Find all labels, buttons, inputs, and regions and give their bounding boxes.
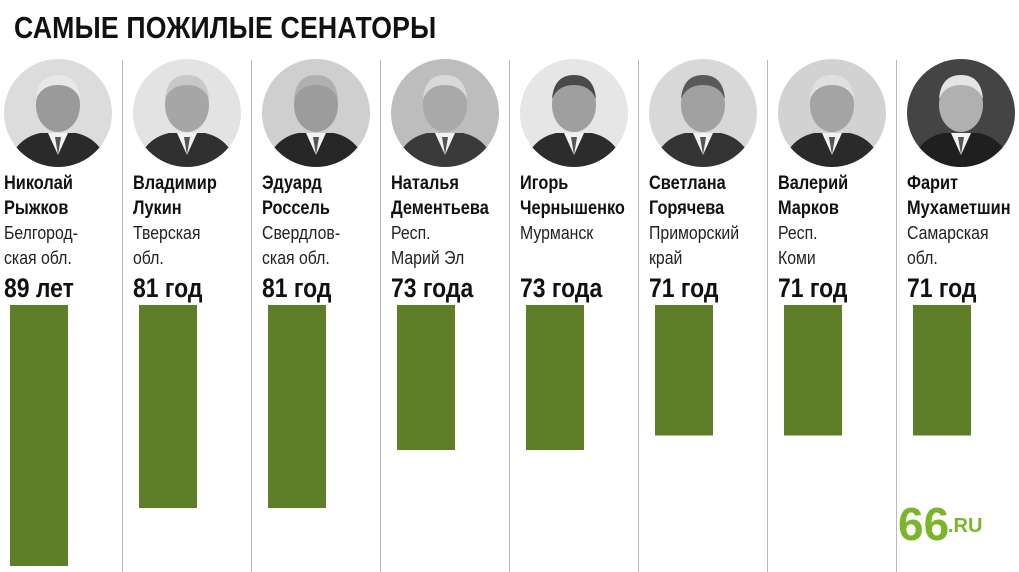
senator-last-name: Горячева xyxy=(649,198,725,219)
senator-column: Владимир Лукин Тверская обл. 81 год xyxy=(129,0,258,572)
age-data-label: 81 год xyxy=(133,273,203,303)
bar-8 xyxy=(913,305,971,436)
bar-2 xyxy=(139,305,197,508)
age-data-label: 73 года xyxy=(520,273,603,303)
chart-title: САМЫЕ ПОЖИЛЫЕ СЕНАТОРЫ xyxy=(14,10,437,45)
senator-first-name: Наталья xyxy=(391,173,459,194)
bar-6 xyxy=(655,305,713,436)
senator-region-line: ская обл. xyxy=(4,248,72,268)
senator-column: Светлана Горячева Приморский край 71 год xyxy=(645,0,774,572)
senator-region-line: Приморский xyxy=(649,223,740,243)
senator-region: Самарская обл. xyxy=(907,221,989,271)
age-data-label: 73 года xyxy=(391,273,474,303)
logo-66ru: 66 .RU xyxy=(898,498,982,550)
senator-name: Эдуард Россель xyxy=(262,171,330,221)
senator-region-line: Белгород- xyxy=(4,223,78,243)
senator-column: Николай Рыжков Белгород-ская обл. 89 лет xyxy=(0,0,129,572)
senator-region: Приморский край xyxy=(649,221,739,271)
senator-first-name: Светлана xyxy=(649,173,726,194)
senator-first-name: Игорь xyxy=(520,173,569,194)
senator-region-line: Самарская xyxy=(907,223,989,243)
column-divider xyxy=(767,60,768,572)
bar-5 xyxy=(526,305,584,450)
bar-4 xyxy=(397,305,455,450)
senator-first-name: Владимир xyxy=(133,173,217,194)
senator-region-line xyxy=(520,246,593,271)
senator-first-name: Эдуард xyxy=(262,173,322,194)
senator-name: Наталья Дементьева xyxy=(391,171,489,221)
senator-portrait xyxy=(391,59,499,167)
senator-region-line: Свердлов- xyxy=(262,223,341,243)
senator-region-line: Марий Эл xyxy=(391,248,465,268)
senator-region: Белгород-ская обл. xyxy=(4,221,78,271)
senator-column: Валерий Марков Респ. Коми 71 год xyxy=(774,0,903,572)
senator-last-name: Россель xyxy=(262,198,330,219)
senator-last-name: Дементьева xyxy=(391,198,489,219)
column-divider xyxy=(251,60,252,572)
senator-column: Фарит Мухаметшин Самарская обл. 71 год xyxy=(903,0,1019,572)
senator-portrait xyxy=(649,59,757,167)
senator-column: Игорь Чернышенко Мурманск 73 года xyxy=(516,0,645,572)
senator-region-line: ская обл. xyxy=(262,248,330,268)
senator-last-name: Чернышенко xyxy=(520,198,625,219)
bar-3 xyxy=(268,305,326,508)
senator-region-line: Коми xyxy=(778,248,816,268)
column-divider xyxy=(638,60,639,572)
senator-portrait xyxy=(520,59,628,167)
senator-first-name: Валерий xyxy=(778,173,849,194)
senator-region-line: Тверская xyxy=(133,223,201,243)
senator-portrait xyxy=(133,59,241,167)
column-divider xyxy=(509,60,510,572)
senator-name: Фарит Мухаметшин xyxy=(907,171,1011,221)
senator-portrait xyxy=(4,59,112,167)
logo-text: .RU xyxy=(948,515,982,537)
age-data-label: 71 год xyxy=(649,273,719,303)
senator-portrait xyxy=(907,59,1015,167)
senator-region-line: обл. xyxy=(907,248,938,268)
senator-region: Тверская обл. xyxy=(133,221,200,271)
senator-first-name: Фарит xyxy=(907,173,959,194)
column-divider xyxy=(896,60,897,572)
column-divider xyxy=(380,60,381,572)
senator-portrait xyxy=(778,59,886,167)
bar-1 xyxy=(10,305,68,566)
senator-name: Николай Рыжков xyxy=(4,171,73,221)
senator-region-line: обл. xyxy=(133,248,164,268)
senator-region-line: Респ. xyxy=(391,223,431,243)
column-divider xyxy=(122,60,123,572)
senator-portrait xyxy=(262,59,370,167)
senator-column: Наталья Дементьева Респ. Марий Эл 73 года xyxy=(387,0,516,572)
logo-number: 66 xyxy=(898,498,949,550)
senator-last-name: Рыжков xyxy=(4,198,69,219)
bar-7 xyxy=(784,305,842,436)
senator-region: Свердлов-ская обл. xyxy=(262,221,340,271)
age-data-label: 71 год xyxy=(778,273,848,303)
senator-name: Владимир Лукин xyxy=(133,171,217,221)
senator-last-name: Мухаметшин xyxy=(907,198,1011,219)
senator-column: Эдуард Россель Свердлов-ская обл. 81 год xyxy=(258,0,387,572)
senator-name: Валерий Марков xyxy=(778,171,848,221)
senator-first-name: Николай xyxy=(4,173,73,194)
senator-region-line: край xyxy=(649,248,683,268)
age-data-label: 71 год xyxy=(907,273,977,303)
senator-name: Игорь Чернышенко xyxy=(520,171,625,221)
age-data-label: 89 лет xyxy=(4,273,74,303)
age-data-label: 81 год xyxy=(262,273,332,303)
senator-name: Светлана Горячева xyxy=(649,171,726,221)
senator-region-line: Респ. xyxy=(778,223,818,243)
senator-last-name: Марков xyxy=(778,198,839,219)
senator-region: Респ. Коми xyxy=(778,221,818,271)
senator-region: Респ. Марий Эл xyxy=(391,221,464,271)
senator-last-name: Лукин xyxy=(133,198,182,219)
senator-region-line: Мурманск xyxy=(520,223,594,243)
senator-region: Мурманск xyxy=(520,221,593,271)
